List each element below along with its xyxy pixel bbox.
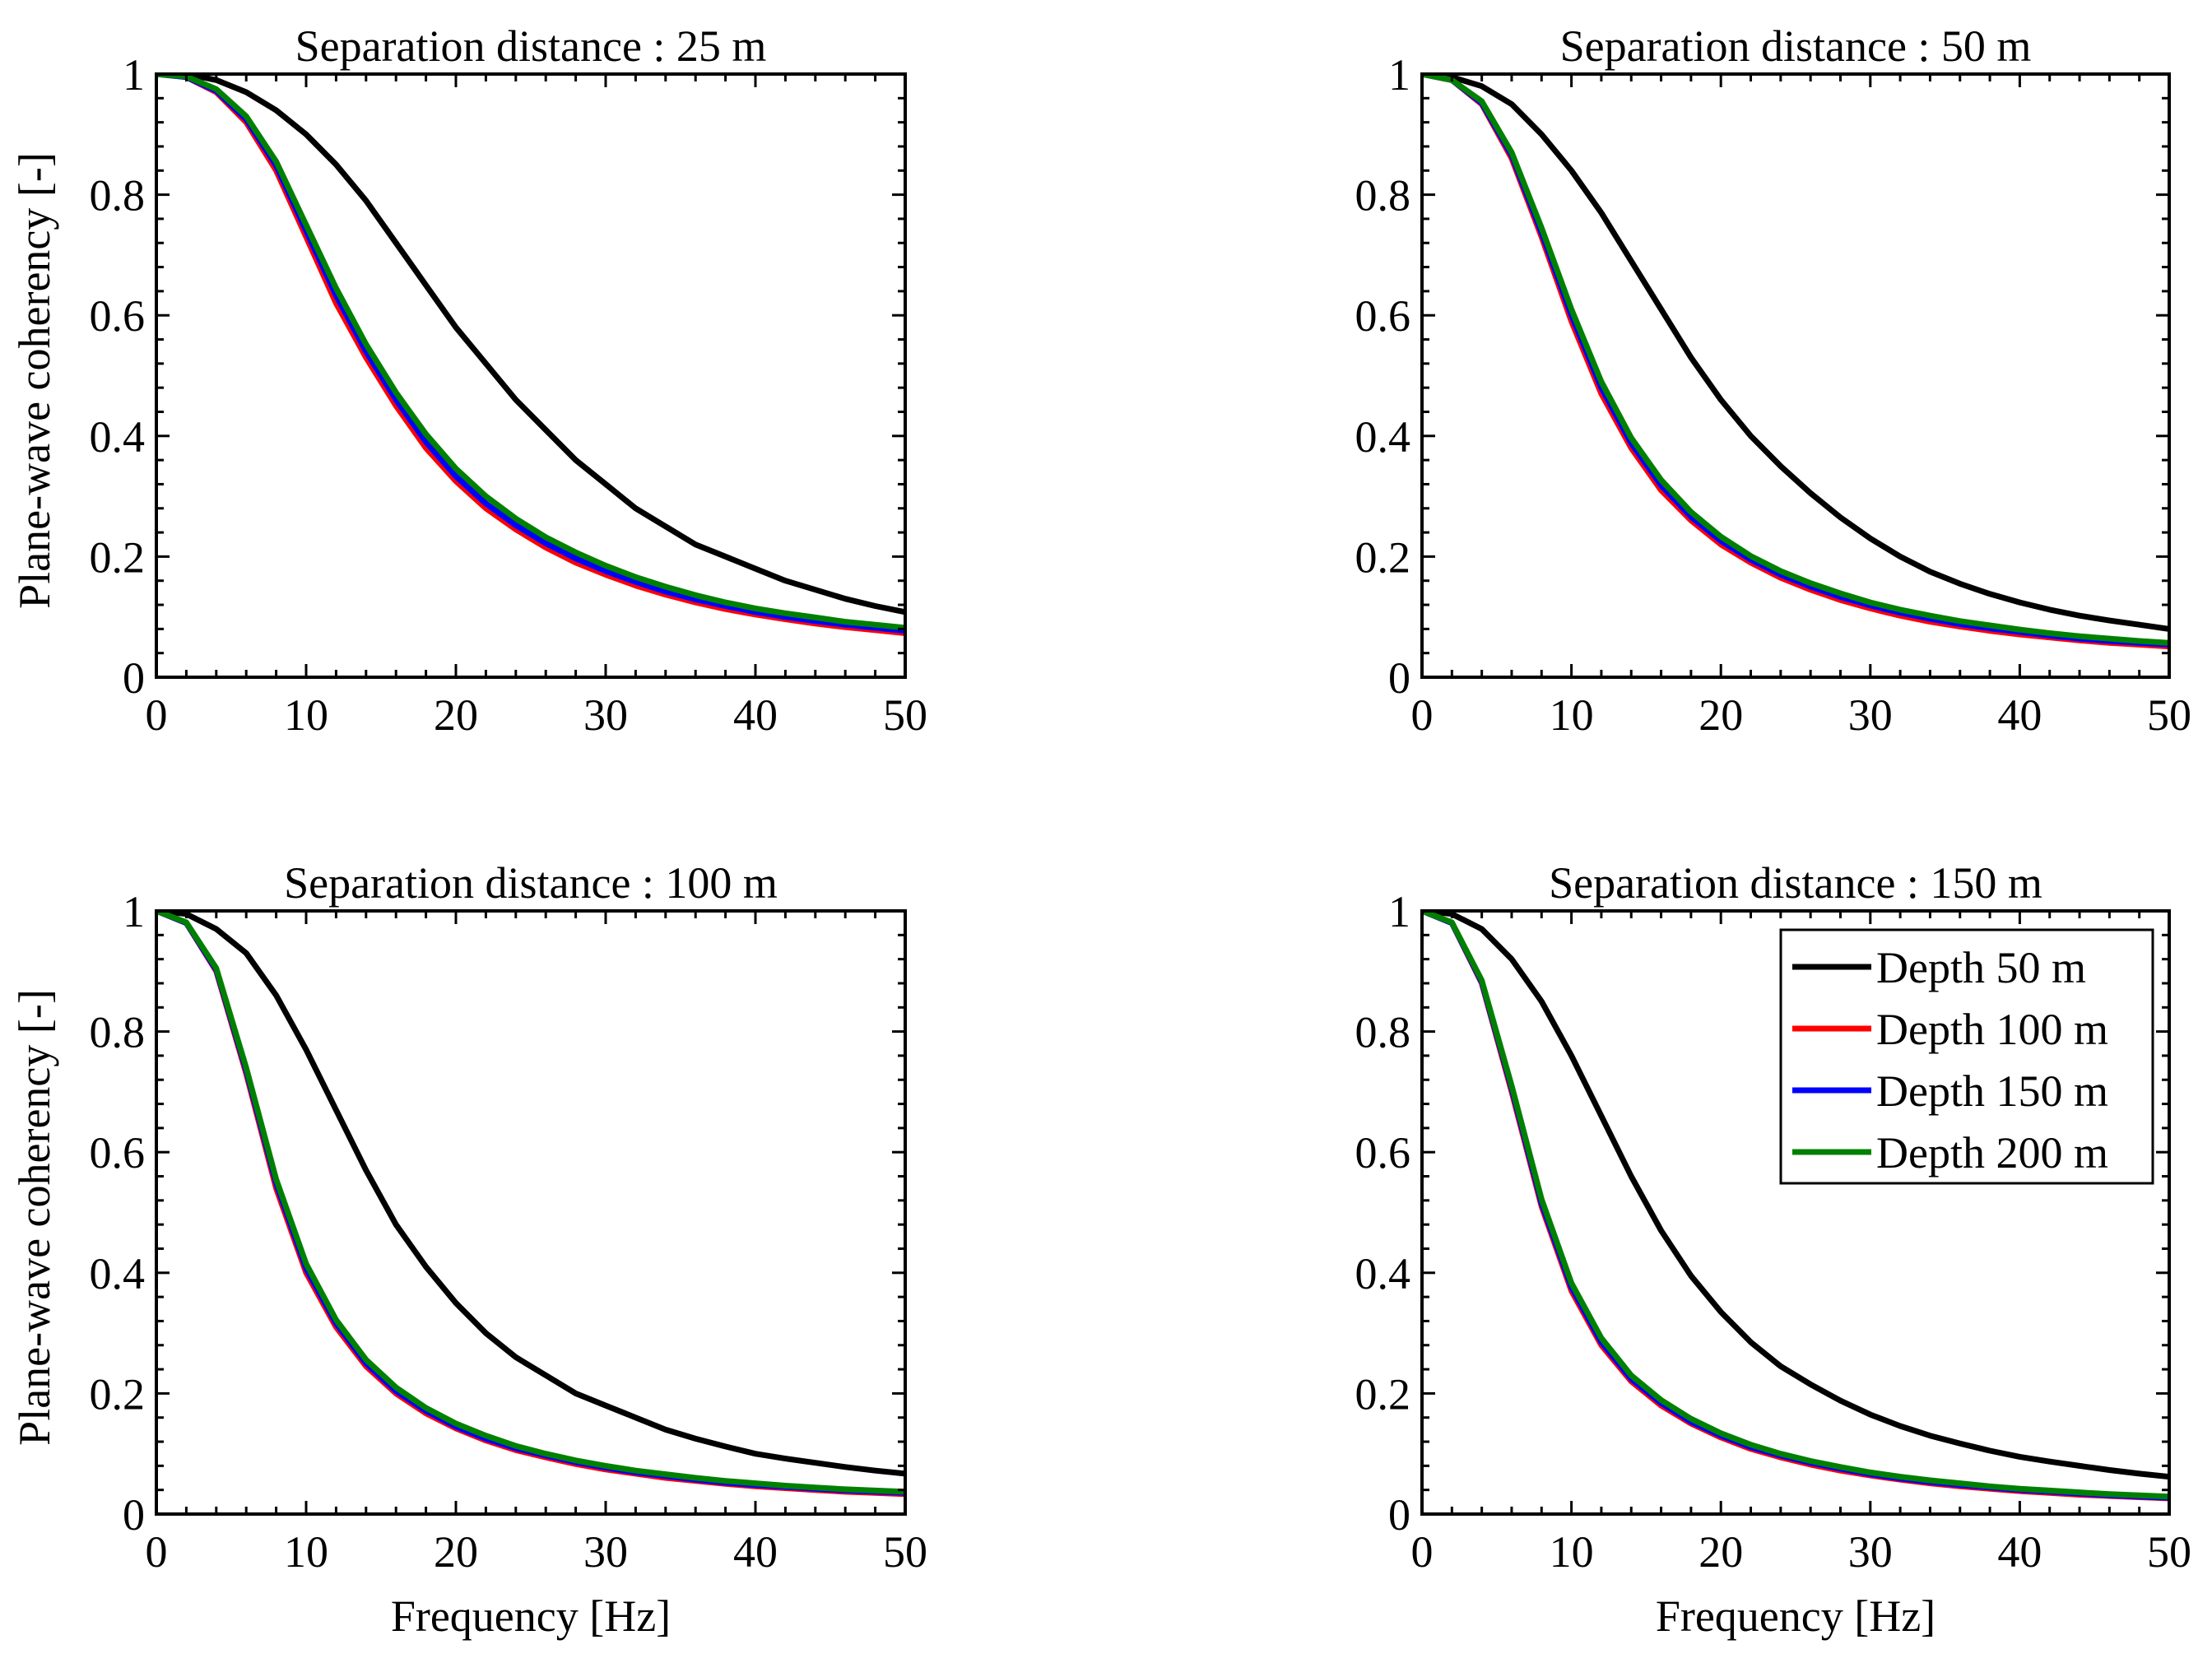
series-line-depth-50-m — [1422, 909, 2169, 1480]
chart-title: Separation distance : 150 m — [1549, 858, 2042, 908]
series-line-depth-150-m — [156, 72, 905, 634]
y-tick-label: 0.2 — [90, 532, 146, 582]
series-line-depth-100-m — [156, 909, 905, 1498]
legend-label: Depth 50 m — [1876, 943, 2086, 992]
y-tick-label: 1 — [123, 887, 145, 936]
legend-label: Depth 200 m — [1876, 1128, 2108, 1178]
series-line-depth-50-m — [156, 909, 905, 1477]
y-tick-label: 0.8 — [90, 1008, 146, 1057]
y-tick-label: 0.8 — [90, 171, 146, 221]
legend-label: Depth 150 m — [1876, 1066, 2108, 1116]
axes-box — [155, 909, 907, 1516]
x-axis-label: Frequency [Hz] — [391, 1591, 671, 1641]
axes-box — [155, 72, 907, 679]
y-tick-label: 0.4 — [1355, 412, 1411, 462]
y-tick-label: 0.6 — [1355, 1128, 1411, 1178]
x-tick-label: 50 — [2147, 1527, 2191, 1577]
x-tick-label: 50 — [2147, 690, 2191, 740]
x-tick-label: 0 — [1411, 690, 1434, 740]
y-tick-label: 0.6 — [1355, 291, 1411, 341]
x-tick-label: 30 — [583, 1527, 628, 1577]
y-tick-label: 0 — [123, 653, 145, 703]
series-line-depth-200-m — [156, 72, 905, 631]
series-line-depth-150-m — [1422, 72, 2169, 648]
series-line-depth-50-m — [1422, 72, 2169, 632]
axes-box — [1420, 72, 2171, 679]
y-tick-label: 1 — [1388, 50, 1410, 100]
legend-box — [1779, 928, 2154, 1185]
chart-title: Separation distance : 25 m — [295, 21, 767, 71]
x-tick-label: 40 — [1997, 690, 2042, 740]
y-tick-label: 0.8 — [1355, 1008, 1411, 1057]
series-line-depth-200-m — [156, 909, 905, 1495]
y-tick-label: 0.4 — [1355, 1249, 1411, 1298]
y-tick-label: 0 — [1388, 653, 1410, 703]
axes-box — [1420, 909, 2171, 1516]
x-tick-label: 40 — [1997, 1527, 2042, 1577]
y-tick-label: 0.2 — [1355, 1369, 1411, 1419]
series-line-depth-100-m — [1422, 72, 2169, 650]
y-tick-label: 0.4 — [90, 412, 146, 462]
legend-label: Depth 100 m — [1876, 1005, 2108, 1054]
y-tick-label: 0.6 — [90, 291, 146, 341]
y-tick-label: 1 — [1388, 887, 1410, 936]
x-tick-label: 20 — [434, 690, 478, 740]
chart-panel-3: 0 10 20 30 40 50 0 0.2 0.4 0.6 0.8 1 Separation dist… — [10, 858, 927, 1641]
x-tick-label: 10 — [1550, 1527, 1594, 1577]
x-tick-label: 20 — [1698, 690, 1743, 740]
x-tick-label: 40 — [733, 690, 778, 740]
x-tick-label: 10 — [284, 1527, 328, 1577]
x-tick-label: 30 — [583, 690, 628, 740]
series-line-depth-50-m — [156, 72, 905, 615]
series-line-depth-200-m — [1422, 72, 2169, 646]
x-tick-label: 0 — [146, 1527, 168, 1577]
chart-panel-4: 0 10 20 30 40 50 0 0.2 0.4 0.6 0.8 1 Separation dist… — [1355, 858, 2192, 1641]
y-tick-label: 0.6 — [90, 1128, 146, 1178]
chart-title: Separation distance : 50 m — [1560, 21, 2032, 71]
x-tick-label: 20 — [1698, 1527, 1743, 1577]
x-tick-label: 30 — [1848, 690, 1893, 740]
chart-title: Separation distance : 100 m — [284, 858, 778, 908]
x-tick-label: 10 — [1550, 690, 1594, 740]
y-axis-label: Plane-wave coherency [-] — [10, 152, 59, 609]
x-tick-label: 0 — [146, 690, 168, 740]
x-tick-label: 40 — [733, 1527, 778, 1577]
y-tick-label: 0 — [123, 1490, 145, 1540]
chart-panel-2: 0 10 20 30 40 50 0 0.2 0.4 0.6 0.8 1 Separation dist… — [1355, 21, 2192, 740]
y-tick-label: 0.2 — [90, 1369, 146, 1419]
y-tick-label: 0.2 — [1355, 532, 1411, 582]
y-tick-label: 0.4 — [90, 1249, 146, 1298]
y-tick-label: 1 — [123, 50, 145, 100]
x-tick-label: 30 — [1848, 1527, 1893, 1577]
x-tick-label: 0 — [1411, 1527, 1434, 1577]
series-line-depth-200-m — [1422, 909, 2169, 1500]
legend: Depth 50 m Depth 100 m Depth 150 m Depth 20… — [1779, 928, 2154, 1185]
series-line-depth-150-m — [156, 909, 905, 1496]
y-tick-label: 0 — [1388, 1490, 1410, 1540]
x-tick-label: 10 — [284, 690, 328, 740]
chart-panel-1: 0 10 20 30 40 50 0 0.2 0.4 0.6 0.8 1 Separation dist… — [10, 21, 927, 740]
y-tick-label: 0.8 — [1355, 171, 1411, 221]
x-tick-label: 20 — [434, 1527, 478, 1577]
y-axis-label: Plane-wave coherency [-] — [10, 989, 59, 1446]
x-tick-label: 50 — [883, 1527, 927, 1577]
x-tick-label: 50 — [883, 690, 927, 740]
x-axis-label: Frequency [Hz] — [1656, 1591, 1936, 1641]
